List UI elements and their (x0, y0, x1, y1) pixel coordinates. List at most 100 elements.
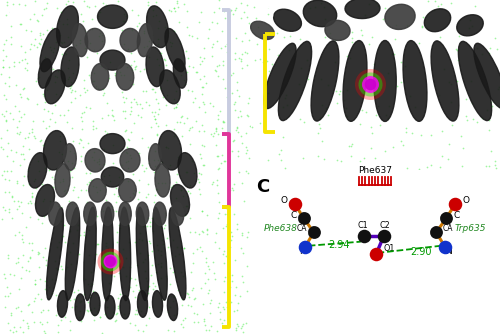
Ellipse shape (36, 184, 54, 216)
Point (114, 271, 122, 276)
Point (178, 187, 186, 193)
Point (236, 293, 244, 298)
Point (380, 16, 388, 21)
Point (45, 123, 53, 128)
Ellipse shape (431, 41, 459, 121)
Point (194, 20, 202, 25)
Point (238, 51, 246, 57)
Point (82, 29, 90, 34)
Ellipse shape (168, 294, 177, 321)
Point (82, 170, 90, 175)
Point (274, 30, 281, 35)
Point (184, 188, 192, 194)
Point (12, 149, 20, 155)
Point (226, 8, 234, 13)
Point (66, 318, 74, 323)
Point (123, 64, 131, 69)
Ellipse shape (101, 202, 114, 225)
Point (238, 133, 246, 139)
Point (56, 18, 64, 24)
Point (66, 99, 74, 105)
Point (106, 172, 114, 178)
Point (216, 199, 224, 205)
Point (30, 11, 38, 16)
Point (74, 288, 82, 293)
Point (120, 265, 128, 270)
Point (154, 41, 162, 47)
Point (242, 144, 250, 150)
Point (2, 127, 10, 133)
Point (60, 112, 68, 117)
Point (59, 233, 67, 239)
Point (228, 138, 236, 144)
Point (142, 278, 150, 284)
Point (96, 10, 104, 15)
Point (4, 321, 12, 326)
Point (226, 285, 234, 290)
Point (106, 258, 114, 263)
Point (147, 124, 155, 129)
Point (401, 63, 409, 69)
Point (2, 12, 10, 17)
Point (220, 15, 228, 21)
Point (58, 317, 66, 322)
Point (160, 56, 168, 61)
Point (176, 188, 184, 193)
Point (224, 117, 232, 123)
Point (140, 29, 148, 34)
Point (1, 189, 9, 194)
Point (225, 40, 233, 45)
Point (9, 1, 17, 7)
Point (478, 51, 486, 57)
Point (190, 311, 198, 316)
Point (242, 112, 250, 118)
Point (172, 104, 180, 109)
Point (220, 8, 228, 14)
Point (86, 40, 94, 46)
Point (161, 223, 169, 228)
Ellipse shape (304, 0, 336, 27)
Point (56, 180, 64, 185)
Point (0, 136, 6, 141)
Point (110, 160, 118, 165)
Point (132, 24, 140, 29)
Point (239, 250, 247, 256)
Point (42, 258, 50, 263)
Point (233, 79, 241, 85)
Point (90, 157, 98, 163)
Point (205, 287, 213, 293)
Point (31, 0, 39, 3)
Point (242, 150, 250, 156)
Point (196, 61, 203, 67)
Point (348, 40, 356, 45)
Point (242, 130, 250, 136)
Point (47, 66, 55, 72)
Point (34, 252, 42, 257)
Point (376, 122, 384, 128)
Point (0, 92, 8, 98)
Point (212, 231, 220, 236)
Ellipse shape (120, 296, 130, 319)
Point (42, 287, 50, 293)
Point (180, 78, 188, 83)
Point (452, 46, 460, 51)
Point (216, 62, 224, 68)
Point (53, 74, 61, 80)
Point (54, 329, 62, 334)
Point (34, 158, 42, 164)
Point (186, 182, 194, 188)
Point (222, 223, 230, 229)
Point (186, 215, 194, 220)
Point (156, 261, 164, 266)
Point (154, 107, 162, 112)
Point (40, 94, 48, 99)
Point (209, 260, 217, 265)
Point (184, 303, 192, 308)
Point (159, 94, 167, 100)
Point (447, 81, 455, 87)
Point (238, 181, 246, 186)
Point (166, 266, 174, 271)
Point (205, 266, 213, 271)
Point (142, 287, 150, 292)
Point (171, 253, 179, 258)
